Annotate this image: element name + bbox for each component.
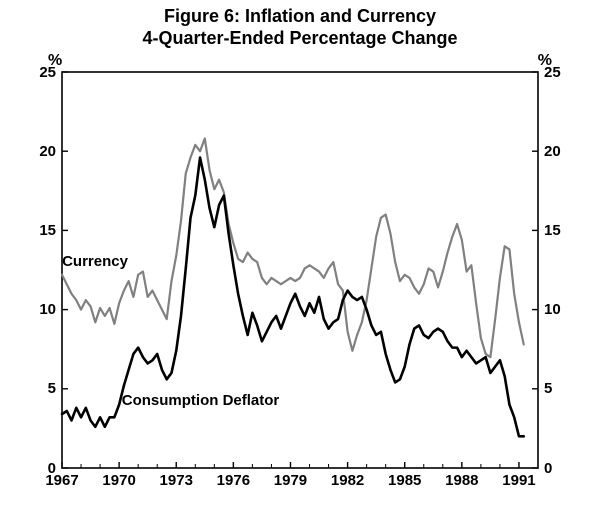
- x-tick: 1976: [213, 472, 253, 489]
- y-tick-right: 25: [544, 64, 561, 81]
- x-tick: 1982: [328, 472, 368, 489]
- y-tick-right: 15: [544, 222, 561, 239]
- x-tick: 1991: [499, 472, 539, 489]
- y-tick-left: 5: [48, 380, 56, 397]
- y-tick-right: 10: [544, 301, 561, 318]
- y-tick-left: 10: [39, 301, 56, 318]
- y-tick-left: 25: [39, 64, 56, 81]
- x-tick: 1988: [442, 472, 482, 489]
- series-label-currency: Currency: [62, 253, 128, 270]
- y-tick-left: 15: [39, 222, 56, 239]
- y-tick-right: 5: [544, 380, 552, 397]
- x-tick: 1967: [42, 472, 82, 489]
- x-tick: 1973: [156, 472, 196, 489]
- x-tick: 1985: [385, 472, 425, 489]
- x-tick: 1979: [270, 472, 310, 489]
- y-tick-right: 0: [544, 460, 552, 477]
- figure-container: { "title_line1": "Figure 6: Inflation an…: [0, 0, 600, 508]
- y-tick-right: 20: [544, 143, 561, 160]
- y-tick-left: 20: [39, 143, 56, 160]
- x-tick: 1970: [99, 472, 139, 489]
- series-label-consumption-deflator: Consumption Deflator: [122, 392, 280, 409]
